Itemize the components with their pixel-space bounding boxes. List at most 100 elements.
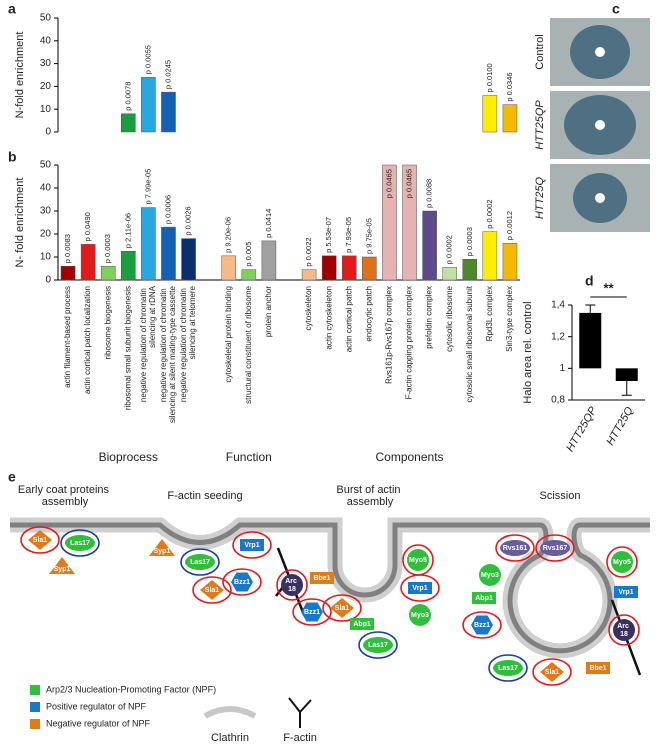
bar	[362, 256, 377, 281]
protein-label: Vrp1	[618, 589, 633, 596]
protein-shape	[586, 662, 610, 674]
p-value-label: p 0.0002	[485, 199, 494, 228]
y-tick-label: 10	[40, 252, 52, 263]
x-tick-label: negative regulation of chromatin silenci…	[179, 285, 197, 402]
protein-label: Myo5	[409, 557, 427, 564]
bar	[121, 251, 136, 281]
stage-title: Burst of actin assembly	[336, 484, 403, 508]
protein-shape	[472, 592, 496, 604]
protein-label: Bzz1	[304, 609, 320, 616]
x-tick-label: actin cortical patch	[344, 286, 353, 352]
protein-shape	[611, 551, 633, 573]
actin-symbol	[288, 697, 312, 728]
group-label: Components	[375, 450, 443, 464]
bar	[579, 312, 602, 369]
p-value-label: p 0.0100	[485, 63, 494, 92]
bar	[161, 91, 176, 133]
panel-label: b	[8, 149, 17, 165]
protein-label: Vrp1	[412, 585, 427, 592]
p-value-label: p 0.0490	[83, 212, 92, 241]
y-tick-label: 10	[40, 104, 52, 115]
protein-shape	[240, 539, 264, 551]
protein-label: Las17	[70, 540, 90, 547]
bar	[482, 231, 498, 281]
x-tick-label: Sin3-type complex	[505, 286, 514, 352]
p-value-label: p 0.0078	[123, 82, 132, 111]
bar	[100, 265, 116, 281]
bar	[442, 267, 457, 281]
y-tick-label: 50	[40, 13, 52, 24]
x-tick-label: negative regulation of chromatin silenci…	[159, 285, 177, 423]
protein-ring	[495, 534, 535, 562]
p-value-label: p 5.53e-07	[324, 217, 333, 253]
protein-shape	[493, 660, 523, 676]
disk	[595, 120, 605, 130]
protein-label: Arc 18	[617, 623, 631, 638]
protein-shape	[540, 662, 564, 682]
protein-shape	[65, 535, 95, 551]
y-tick-label: 0	[45, 127, 51, 138]
protein-ring	[192, 576, 232, 604]
y-tick-label: 1,2	[551, 331, 565, 342]
protein-label: Bbe1	[589, 665, 606, 672]
disk	[595, 193, 605, 203]
x-tick-label: actin cortical patch localization	[83, 286, 92, 394]
protein-ring	[60, 529, 100, 557]
x-tick-label: HTT25Q	[604, 405, 636, 448]
protein-ring	[292, 598, 332, 626]
p-value-label: p 2.11e-06	[123, 213, 132, 248]
bar	[462, 259, 478, 281]
protein-label: Las17	[190, 559, 210, 566]
structure-label: Clathrin	[211, 732, 249, 744]
bar	[161, 226, 176, 281]
protein-shape	[500, 540, 530, 556]
p-value-label: p 9.75e-05	[364, 218, 373, 254]
protein-label: Bzz1	[474, 622, 490, 629]
protein-ring	[488, 654, 528, 682]
stage-title: Scission	[540, 490, 581, 502]
halo-images	[550, 18, 650, 232]
bar	[321, 255, 337, 281]
bar	[121, 113, 136, 133]
bar	[382, 164, 397, 281]
protein-shape	[200, 580, 224, 600]
p-value-label: p 0.0346	[505, 72, 514, 101]
p-value-label: p 0.0083	[63, 234, 72, 263]
image-label: HTT25QP	[534, 100, 546, 150]
p-value-label: p 7.99e-05	[143, 169, 152, 205]
legend-label: Negative regulator of NPF	[46, 718, 151, 728]
protein-label: Bzz1	[234, 579, 250, 586]
disk	[595, 47, 605, 57]
panel-label: c	[612, 1, 620, 17]
group-label: Bioprocess	[99, 450, 158, 464]
protein-label: Abp1	[353, 621, 371, 628]
protein-ring	[535, 534, 575, 562]
significance-label: **	[603, 280, 614, 295]
panel-label: d	[585, 273, 594, 289]
bar	[301, 269, 317, 281]
p-value-label: p 0.0245	[163, 60, 172, 89]
image-label: HTT25Q	[534, 176, 546, 219]
p-value-label: p 0.0002	[445, 235, 454, 264]
protein-shape	[185, 554, 215, 570]
x-tick-label: prefoldin complex	[425, 286, 434, 349]
p-value-label: p 0.0026	[184, 206, 193, 235]
protein-shape	[613, 619, 635, 641]
protein-shape	[409, 604, 431, 626]
structure-label: F-actin	[283, 732, 317, 744]
protein-label: Sla1	[33, 537, 48, 544]
p-value-label: p 0.0465	[384, 169, 393, 198]
bar	[615, 368, 638, 381]
clathrin-symbol	[203, 706, 257, 719]
p-value-label: p 9.20e-06	[224, 217, 233, 253]
protein-ring	[358, 631, 398, 659]
protein-label: Arc 18	[285, 578, 299, 593]
protein-shape	[350, 618, 374, 630]
protein-ring	[180, 548, 220, 576]
protein-label: Sla1	[335, 605, 350, 612]
bar	[261, 240, 277, 281]
legend-swatch	[30, 702, 40, 712]
bar	[402, 164, 417, 281]
legend-label: Positive regulator of NPF	[46, 701, 147, 711]
y-tick-label: 50	[40, 160, 52, 171]
